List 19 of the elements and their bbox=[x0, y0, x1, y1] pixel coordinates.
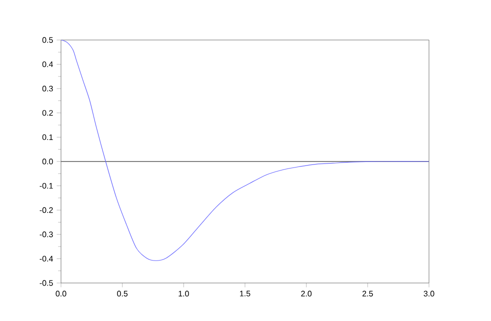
y-tick-label: 0.3 bbox=[42, 86, 53, 92]
y-tick-label: 0.2 bbox=[42, 110, 53, 116]
y-tick-label: -0.2 bbox=[40, 207, 53, 213]
x-tick-label: 2.0 bbox=[301, 290, 312, 296]
y-tick-label: 0.0 bbox=[42, 158, 53, 164]
y-tick-label: -0.3 bbox=[40, 232, 53, 238]
y-tick-label: 0.5 bbox=[42, 37, 53, 43]
y-tick-label: 0.4 bbox=[42, 61, 53, 68]
line-series bbox=[61, 40, 429, 261]
x-tick-label: 2.5 bbox=[362, 290, 373, 296]
y-tick-label: -0.5 bbox=[40, 280, 53, 286]
y-tick-label: -0.4 bbox=[40, 256, 53, 262]
x-tick-label: 1.5 bbox=[240, 290, 250, 296]
y-tick-label: 0.1 bbox=[42, 134, 53, 140]
x-tick-label: 0.0 bbox=[56, 290, 66, 296]
x-tick-label: 0.5 bbox=[117, 290, 128, 296]
x-tick-label: 1.0 bbox=[178, 290, 189, 296]
y-tick-label: -0.1 bbox=[40, 182, 53, 189]
x-tick-label: 3.0 bbox=[424, 290, 434, 296]
